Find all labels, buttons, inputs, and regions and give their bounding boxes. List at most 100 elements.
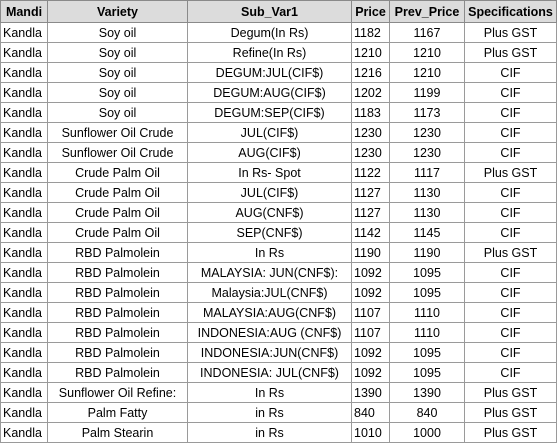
cell-prev-price: 1095 (389, 362, 465, 383)
header-specifications: Specifications (464, 0, 557, 23)
cell-specifications: CIF (464, 182, 557, 203)
cell-price: 1122 (351, 162, 390, 183)
cell-price: 1182 (351, 22, 390, 43)
table-row: Kandla Palm Stearin in Rs 1010 1000 Plus GST (0, 422, 557, 443)
cell-sub-var1: INDONESIA:AUG (CNF$) (187, 322, 352, 343)
cell-variety: RBD Palmolein (47, 362, 188, 383)
table-row: Kandla RBD Palmolein MALAYSIA: JUN(CNF$): 1… (0, 262, 557, 283)
table-body: Kandla Soy oil Degum(In Rs) 1182 1167 Plus GS… (0, 22, 557, 443)
cell-specifications: Plus GST (464, 242, 557, 263)
cell-mandi: Kandla (0, 82, 48, 103)
table-row: Kandla RBD Palmolein MALAYSIA:AUG(CNF$) 110… (0, 302, 557, 323)
cell-variety: Soy oil (47, 62, 188, 83)
header-row: Mandi Variety Sub_Var1 Price Prev_Price … (0, 0, 557, 23)
cell-prev-price: 1110 (389, 322, 465, 343)
cell-prev-price: 1199 (389, 82, 465, 103)
cell-specifications: Plus GST (464, 162, 557, 183)
cell-specifications: CIF (464, 302, 557, 323)
table-header: Mandi Variety Sub_Var1 Price Prev_Price … (0, 0, 557, 23)
cell-price: 1216 (351, 62, 390, 83)
cell-sub-var1: Malaysia:JUL(CNF$) (187, 282, 352, 303)
cell-sub-var1: DEGUM:AUG(CIF$) (187, 82, 352, 103)
cell-variety: RBD Palmolein (47, 342, 188, 363)
cell-specifications: Plus GST (464, 422, 557, 443)
cell-variety: Palm Fatty (47, 402, 188, 423)
cell-variety: RBD Palmolein (47, 322, 188, 343)
cell-specifications: CIF (464, 362, 557, 383)
table-row: Kandla Palm Fatty in Rs 840 840 Plus GST (0, 402, 557, 423)
cell-mandi: Kandla (0, 382, 48, 403)
cell-prev-price: 1230 (389, 142, 465, 163)
table-row: Kandla Soy oil Degum(In Rs) 1182 1167 Plus GS… (0, 22, 557, 43)
cell-mandi: Kandla (0, 42, 48, 63)
cell-variety: RBD Palmolein (47, 302, 188, 323)
cell-variety: Soy oil (47, 22, 188, 43)
table-row: Kandla Soy oil DEGUM:AUG(CIF$) 1202 1199 CIF (0, 82, 557, 103)
cell-prev-price: 1210 (389, 42, 465, 63)
table-row: Kandla Crude Palm Oil SEP(CNF$) 1142 1145 CIF (0, 222, 557, 243)
cell-mandi: Kandla (0, 162, 48, 183)
cell-variety: Sunflower Oil Crude (47, 142, 188, 163)
cell-mandi: Kandla (0, 122, 48, 143)
cell-specifications: CIF (464, 342, 557, 363)
cell-mandi: Kandla (0, 242, 48, 263)
cell-prev-price: 1145 (389, 222, 465, 243)
cell-prev-price: 1095 (389, 282, 465, 303)
cell-prev-price: 1190 (389, 242, 465, 263)
table-row: Kandla Soy oil DEGUM:JUL(CIF$) 1216 1210 CIF (0, 62, 557, 83)
cell-sub-var1: AUG(CNF$) (187, 202, 352, 223)
cell-variety: Soy oil (47, 82, 188, 103)
cell-price: 1092 (351, 362, 390, 383)
cell-mandi: Kandla (0, 262, 48, 283)
cell-price: 1230 (351, 142, 390, 163)
cell-price: 1142 (351, 222, 390, 243)
header-prev-price: Prev_Price (389, 0, 465, 23)
cell-mandi: Kandla (0, 222, 48, 243)
cell-specifications: CIF (464, 282, 557, 303)
cell-mandi: Kandla (0, 282, 48, 303)
cell-mandi: Kandla (0, 342, 48, 363)
cell-variety: Soy oil (47, 102, 188, 123)
table-row: Kandla RBD Palmolein INDONESIA:AUG (CNF$) 1… (0, 322, 557, 343)
cell-variety: Crude Palm Oil (47, 222, 188, 243)
cell-mandi: Kandla (0, 302, 48, 323)
cell-sub-var1: JUL(CIF$) (187, 122, 352, 143)
cell-specifications: CIF (464, 142, 557, 163)
header-price: Price (351, 0, 390, 23)
table-row: Kandla Sunflower Oil Refine: In Rs 1390 1390… (0, 382, 557, 403)
cell-prev-price: 1210 (389, 62, 465, 83)
cell-mandi: Kandla (0, 142, 48, 163)
cell-price: 1230 (351, 122, 390, 143)
cell-sub-var1: in Rs (187, 402, 352, 423)
cell-sub-var1: INDONESIA:JUN(CNF$) (187, 342, 352, 363)
cell-prev-price: 1173 (389, 102, 465, 123)
table-row: Kandla Crude Palm Oil In Rs- Spot 1122 1117 P… (0, 162, 557, 183)
cell-prev-price: 1130 (389, 182, 465, 203)
cell-prev-price: 1130 (389, 202, 465, 223)
cell-prev-price: 1117 (389, 162, 465, 183)
cell-prev-price: 1390 (389, 382, 465, 403)
cell-specifications: CIF (464, 202, 557, 223)
cell-variety: Crude Palm Oil (47, 202, 188, 223)
cell-variety: Palm Stearin (47, 422, 188, 443)
cell-mandi: Kandla (0, 102, 48, 123)
cell-variety: Crude Palm Oil (47, 182, 188, 203)
cell-price: 1190 (351, 242, 390, 263)
cell-specifications: Plus GST (464, 382, 557, 403)
cell-sub-var1: JUL(CIF$) (187, 182, 352, 203)
table-row: Kandla RBD Palmolein In Rs 1190 1190 Plus GST (0, 242, 557, 263)
cell-sub-var1: in Rs (187, 422, 352, 443)
cell-sub-var1: DEGUM:JUL(CIF$) (187, 62, 352, 83)
cell-sub-var1: In Rs (187, 242, 352, 263)
cell-price: 1092 (351, 262, 390, 283)
cell-prev-price: 1095 (389, 342, 465, 363)
cell-price: 1092 (351, 342, 390, 363)
cell-sub-var1: DEGUM:SEP(CIF$) (187, 102, 352, 123)
table-row: Kandla Crude Palm Oil JUL(CIF$) 1127 1130 CIF (0, 182, 557, 203)
cell-variety: Soy oil (47, 42, 188, 63)
cell-sub-var1: AUG(CIF$) (187, 142, 352, 163)
table-row: Kandla RBD Palmolein Malaysia:JUL(CNF$) 109… (0, 282, 557, 303)
cell-specifications: Plus GST (464, 402, 557, 423)
cell-sub-var1: Degum(In Rs) (187, 22, 352, 43)
